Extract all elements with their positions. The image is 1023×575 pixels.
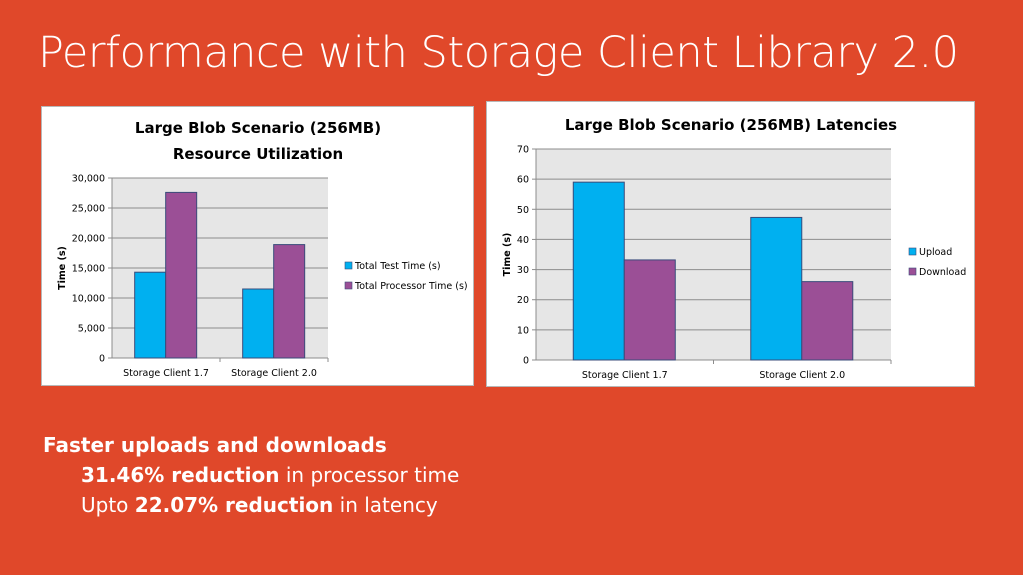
bar-series2 <box>273 244 306 359</box>
y-tick-label: 20,000 <box>72 234 105 245</box>
latency-reduction-value: 22.07% reduction <box>134 493 334 517</box>
y-tick-label: 60 <box>517 175 529 186</box>
legend-swatch <box>908 247 917 256</box>
bullet-processor-time: 31.46% reduction in processor time <box>43 460 459 490</box>
bullet-list: Faster uploads and downloads 31.46% redu… <box>43 430 459 520</box>
bar-series2 <box>801 281 854 361</box>
y-axis-label: Time (s) <box>57 246 68 290</box>
chart-subtitle: Resource Utilization <box>173 145 343 163</box>
y-tick-label: 40 <box>517 235 529 246</box>
legend-label: Total Test Time (s) <box>354 261 441 272</box>
latency-prefix-text: Upto <box>81 493 135 517</box>
y-tick-label: 30,000 <box>72 174 105 185</box>
legend-label: Total Processor Time (s) <box>354 281 468 292</box>
processor-reduction-text: in processor time <box>279 463 460 487</box>
resource-utilization-chart-svg: Large Blob Scenario (256MB) Resource Util… <box>57 119 468 379</box>
processor-reduction-value: 31.46% reduction <box>81 463 280 487</box>
y-tick-label: 20 <box>517 295 529 306</box>
x-tick-label: Storage Client 2.0 <box>231 368 317 379</box>
bar-series1 <box>572 181 625 361</box>
x-tick-label: Storage Client 2.0 <box>759 370 845 381</box>
latencies-chart-svg: Large Blob Scenario (256MB) Latencies 0 10… <box>502 116 966 381</box>
legend-label: Download <box>919 267 966 278</box>
resource-utilization-chart: Large Blob Scenario (256MB) Resource Util… <box>41 106 474 386</box>
y-tick-label: 5,000 <box>78 324 105 335</box>
y-tick-label: 10 <box>517 325 529 336</box>
y-tick-label: 0 <box>523 356 529 367</box>
y-tick-label: 30 <box>517 265 529 276</box>
y-tick-label: 50 <box>517 205 529 216</box>
bar-series2 <box>623 259 676 361</box>
bullet-heading: Faster uploads and downloads <box>43 433 387 457</box>
slide-title: Performance with Storage Client Library … <box>38 28 959 78</box>
latencies-chart: Large Blob Scenario (256MB) Latencies 0 10… <box>486 101 975 387</box>
chart-title: Large Blob Scenario (256MB) <box>135 119 381 137</box>
legend-swatch <box>344 261 353 270</box>
y-tick-label: 15,000 <box>72 264 105 275</box>
bar-series1 <box>750 216 803 361</box>
legend-swatch <box>908 267 917 276</box>
x-tick-label: Storage Client 1.7 <box>582 370 668 381</box>
chart-title: Large Blob Scenario (256MB) Latencies <box>565 116 897 134</box>
x-tick-label: Storage Client 1.7 <box>123 368 209 379</box>
legend-label: Upload <box>919 247 952 258</box>
legend-swatch <box>344 281 353 290</box>
y-tick-label: 25,000 <box>72 204 105 215</box>
bar-series1 <box>134 271 167 359</box>
y-tick-label: 10,000 <box>72 294 105 305</box>
y-tick-label: 70 <box>517 145 529 156</box>
y-tick-label: 0 <box>99 354 105 365</box>
bullet-latency: Upto 22.07% reduction in latency <box>43 490 459 520</box>
latency-reduction-text: in latency <box>333 493 438 517</box>
y-axis-label: Time (s) <box>502 233 513 277</box>
bar-series1 <box>242 288 275 359</box>
bar-series2 <box>165 191 198 359</box>
